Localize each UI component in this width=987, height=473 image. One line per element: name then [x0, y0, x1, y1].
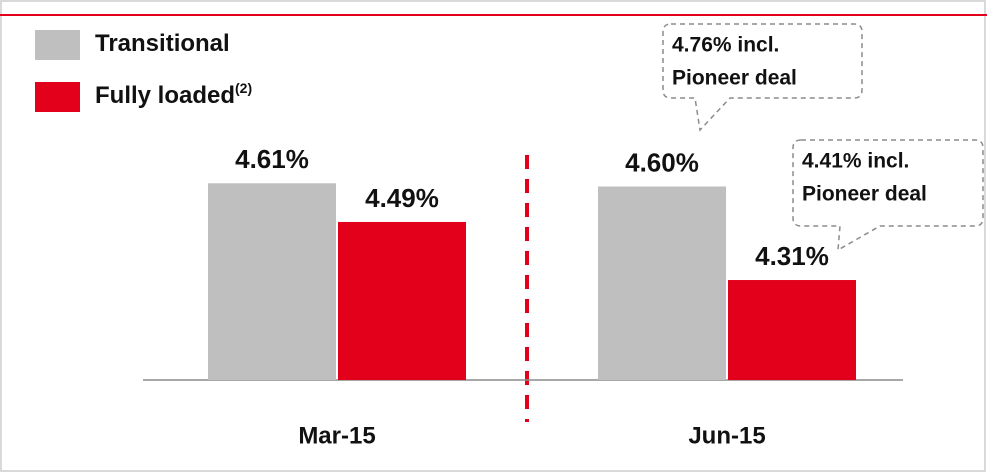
- bar: [208, 183, 336, 380]
- callout: [792, 139, 984, 252]
- value-label: 4.31%: [755, 241, 829, 271]
- bar: [598, 186, 726, 380]
- legend-note: (2): [235, 80, 252, 96]
- legend-name: Transitional: [95, 30, 230, 57]
- value-label: 4.49%: [365, 183, 439, 213]
- legend-swatch: [35, 82, 80, 112]
- legend-name: Fully loaded: [95, 82, 235, 109]
- x-tick-label: Mar-15: [298, 422, 375, 449]
- callout-text: 4.76% incl.: [672, 34, 779, 57]
- callout-text: 4.41% incl.: [802, 150, 909, 173]
- value-label: 4.61%: [235, 144, 309, 174]
- callout-text: Pioneer deal: [802, 183, 927, 206]
- x-tick-label: Jun-15: [688, 422, 765, 449]
- legend-swatch: [35, 30, 80, 60]
- value-label: 4.60%: [625, 147, 699, 177]
- bar: [728, 280, 856, 380]
- legend-label: Transitional: [95, 30, 230, 57]
- callout: [662, 23, 863, 132]
- bar: [338, 221, 466, 380]
- callout-text: Pioneer deal: [672, 67, 797, 90]
- legend-label: Fully loaded(2): [95, 80, 252, 110]
